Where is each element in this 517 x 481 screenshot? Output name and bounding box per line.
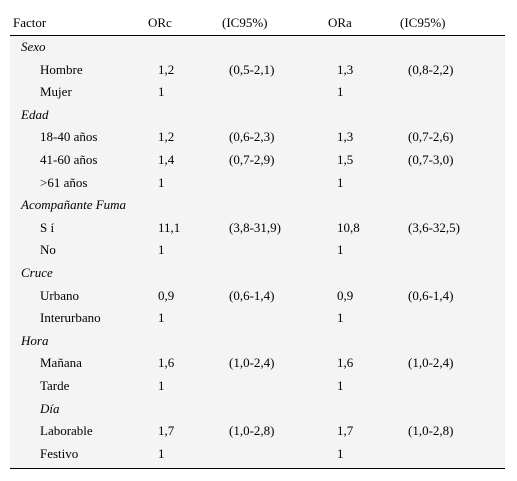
cell-orc: 1 bbox=[158, 174, 165, 190]
cell-ora: 1 bbox=[337, 378, 344, 393]
cell-ic95-adjusted: (3,6-32,5) bbox=[408, 219, 460, 235]
table-header-row: Factor ORc (IC95%) ORa (IC95%) bbox=[10, 10, 505, 36]
cell-orc: 0,9 bbox=[158, 287, 175, 303]
cell-ora: 1 bbox=[337, 84, 344, 100]
cell-ora: 1 bbox=[337, 174, 344, 190]
odds-ratio-table: Factor ORc (IC95%) ORa (IC95%) Sexo Hombr… bbox=[10, 10, 505, 469]
category-row: Edad bbox=[10, 104, 505, 126]
row-label: Mujer bbox=[40, 84, 72, 100]
header-ic95-adjusted: (IC95%) bbox=[400, 15, 446, 30]
row-label: Interurbano bbox=[40, 310, 101, 326]
category-label: Sexo bbox=[21, 39, 46, 54]
cell-orc: 1,2 bbox=[158, 61, 175, 77]
category-label: Acompañante Fuma bbox=[21, 197, 127, 213]
category-label: Edad bbox=[21, 106, 49, 122]
table-row: Laborable 1,7 (1,0-2,8) 1,7 (1,0-2,8) bbox=[10, 420, 505, 442]
cell-orc: 1 bbox=[158, 84, 165, 100]
cell-orc: 1 bbox=[158, 445, 165, 461]
cell-ic95-adjusted: (0,6-1,4) bbox=[408, 287, 454, 303]
cell-ic95-adjusted: (0,7-2,6) bbox=[408, 129, 454, 145]
cell-ora: 10,8 bbox=[337, 219, 360, 235]
cell-ic95-crude: (0,7-2,9) bbox=[229, 152, 275, 167]
table-row: Mujer 1 1 bbox=[10, 81, 505, 103]
cell-orc: 1 bbox=[158, 378, 165, 393]
category-row: Sexo bbox=[10, 36, 505, 58]
table-row: 18-40 años 1,2 (0,6-2,3) 1,3 (0,7-2,6) bbox=[10, 126, 505, 148]
row-label: Urbano bbox=[40, 287, 79, 303]
cell-orc: 1,2 bbox=[158, 129, 175, 145]
cell-ic95-crude: (1,0-2,4) bbox=[229, 355, 275, 371]
category-row: Hora bbox=[10, 330, 505, 352]
cell-orc: 11,1 bbox=[158, 219, 181, 235]
category-row: Cruce bbox=[10, 262, 505, 284]
cell-orc: 1,6 bbox=[158, 355, 175, 371]
category-label: Hora bbox=[21, 332, 49, 348]
table-row: 41-60 años 1,4 (0,7-2,9) 1,5 (0,7-3,0) bbox=[10, 149, 505, 171]
cell-ic95-adjusted: (1,0-2,8) bbox=[408, 423, 454, 439]
cell-ic95-crude: (0,6-2,3) bbox=[229, 129, 275, 145]
category-row: Día bbox=[10, 398, 505, 420]
row-label: S í bbox=[40, 219, 55, 235]
cell-ic95-adjusted: (1,0-2,4) bbox=[408, 355, 454, 371]
header-orc: ORc bbox=[148, 15, 172, 30]
table-row: Mañana 1,6 (1,0-2,4) 1,6 (1,0-2,4) bbox=[10, 352, 505, 374]
cell-ora: 1,3 bbox=[337, 61, 354, 77]
cell-ora: 1 bbox=[337, 445, 344, 461]
cell-ic95-crude: (1,0-2,8) bbox=[229, 423, 275, 439]
cell-ora: 1,7 bbox=[337, 423, 354, 439]
row-label: >61 años bbox=[40, 174, 88, 190]
cell-ora: 0,9 bbox=[337, 287, 354, 303]
table-row: S í 11,1 (3,8-31,9) 10,8 (3,6-32,5) bbox=[10, 217, 505, 239]
category-label: Cruce bbox=[21, 265, 53, 280]
cell-ora: 1 bbox=[337, 310, 344, 326]
row-label: No bbox=[40, 242, 56, 258]
cell-ora: 1,3 bbox=[337, 129, 354, 145]
header-ic95-crude: (IC95%) bbox=[222, 15, 268, 30]
cell-orc: 1 bbox=[158, 310, 165, 326]
cell-ora: 1,5 bbox=[337, 152, 354, 167]
row-label: 41-60 años bbox=[40, 152, 98, 167]
header-factor: Factor bbox=[13, 15, 47, 30]
table-row: Festivo 1 1 bbox=[10, 443, 505, 465]
cell-ora: 1,6 bbox=[337, 355, 354, 371]
cell-orc: 1,7 bbox=[158, 423, 175, 439]
table-row: Urbano 0,9 (0,6-1,4) 0,9 (0,6-1,4) bbox=[10, 285, 505, 307]
row-label: Mañana bbox=[40, 355, 82, 371]
table-row: No 1 1 bbox=[10, 239, 505, 261]
cell-ic95-crude: (0,6-1,4) bbox=[229, 287, 275, 303]
category-label: Día bbox=[40, 400, 60, 416]
row-label: Tarde bbox=[40, 378, 70, 393]
cell-orc: 1 bbox=[158, 242, 165, 258]
table-row: Hombre 1,2 (0,5-2,1) 1,3 (0,8-2,2) bbox=[10, 59, 505, 81]
table-row: Tarde 1 1 bbox=[10, 375, 505, 397]
category-row: Acompañante Fuma bbox=[10, 194, 505, 216]
cell-orc: 1,4 bbox=[158, 152, 175, 167]
cell-ora: 1 bbox=[337, 242, 344, 258]
row-label: 18-40 años bbox=[40, 129, 98, 145]
row-label: Hombre bbox=[40, 61, 83, 77]
cell-ic95-crude: (0,5-2,1) bbox=[229, 61, 275, 77]
cell-ic95-adjusted: (0,8-2,2) bbox=[408, 61, 454, 77]
table-row: Interurbano 1 1 bbox=[10, 307, 505, 329]
table-row: >61 años 1 1 bbox=[10, 172, 505, 194]
row-label: Festivo bbox=[40, 445, 79, 461]
cell-ic95-crude: (3,8-31,9) bbox=[229, 219, 281, 235]
header-ora: ORa bbox=[328, 15, 352, 30]
row-label: Laborable bbox=[40, 423, 93, 439]
cell-ic95-adjusted: (0,7-3,0) bbox=[408, 152, 454, 167]
